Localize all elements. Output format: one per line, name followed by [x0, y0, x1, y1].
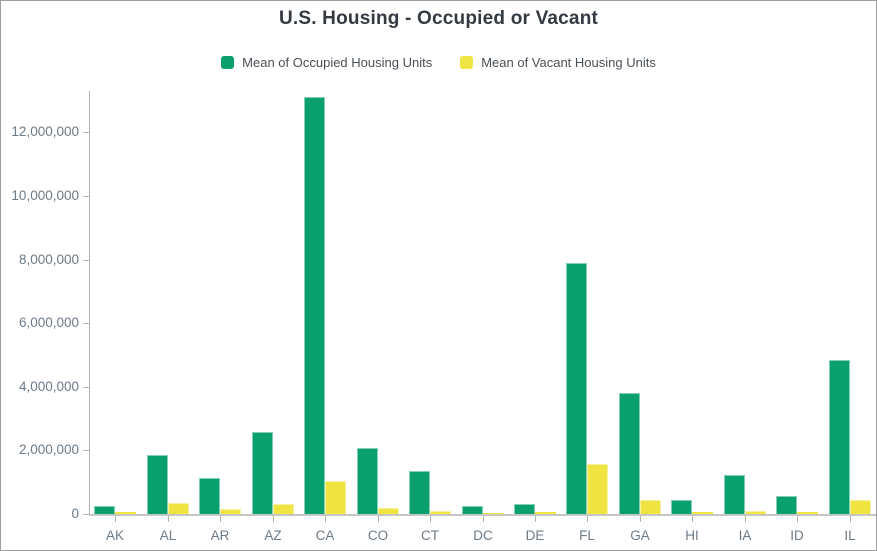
y-axis-tick [83, 259, 89, 261]
x-axis-tick [168, 516, 169, 522]
y-axis-label: 6,000,000 [18, 315, 79, 331]
chart-title: U.S. Housing - Occupied or Vacant [278, 8, 599, 29]
x-axis-tick [797, 516, 798, 522]
bar-vacant-hi[interactable] [692, 512, 713, 514]
bar-occupied-de[interactable] [514, 504, 535, 514]
legend-swatch-occupied-icon [221, 56, 235, 69]
x-axis-line [89, 514, 876, 516]
x-axis-tick [745, 516, 746, 522]
x-axis-tick [378, 516, 379, 522]
x-axis-label-co: CO [367, 528, 389, 543]
bar-occupied-ct[interactable] [409, 471, 430, 514]
x-axis-tick [430, 516, 431, 522]
x-axis-tick [692, 516, 693, 522]
bar-occupied-dc[interactable] [462, 506, 483, 514]
bar-vacant-ga[interactable] [640, 500, 661, 514]
y-axis-label: 2,000,000 [18, 442, 79, 458]
bar-vacant-co[interactable] [378, 508, 399, 514]
x-axis-tick [850, 516, 851, 522]
x-axis-label-de: DE [525, 528, 545, 543]
legend: Mean of Occupied Housing Units Mean of V… [1, 55, 876, 70]
bar-occupied-ca[interactable] [304, 97, 325, 514]
y-axis-label: 10,000,000 [11, 187, 79, 203]
bar-occupied-id[interactable] [776, 496, 797, 514]
x-axis-label-fl: FL [579, 528, 595, 543]
x-axis-tick [220, 516, 221, 522]
bar-vacant-il[interactable] [850, 500, 871, 514]
x-axis-label-ia: IA [738, 528, 752, 543]
legend-item-vacant[interactable]: Mean of Vacant Housing Units [460, 55, 656, 70]
y-axis-label: 0 [71, 506, 79, 521]
x-axis-tick [640, 516, 641, 522]
legend-swatch-vacant-icon [460, 56, 474, 69]
legend-label-occupied: Mean of Occupied Housing Units [242, 55, 433, 70]
bar-occupied-hi[interactable] [671, 500, 692, 514]
x-axis-label-al: AL [159, 528, 177, 543]
y-axis-tick [83, 132, 89, 134]
bar-occupied-ia[interactable] [724, 475, 745, 514]
bar-occupied-ga[interactable] [619, 393, 640, 514]
x-axis-tick [325, 516, 326, 522]
y-axis-tick [83, 514, 89, 515]
bar-occupied-ak[interactable] [94, 506, 115, 514]
bar-vacant-az[interactable] [273, 504, 294, 514]
bar-vacant-ak[interactable] [115, 512, 136, 514]
bar-occupied-il[interactable] [829, 360, 850, 514]
x-axis-tick [115, 516, 116, 522]
x-axis-label-hi: HI [685, 528, 699, 543]
y-axis-tick [83, 386, 89, 388]
x-axis-label-dc: DC [473, 528, 493, 543]
legend-item-occupied[interactable]: Mean of Occupied Housing Units [221, 55, 432, 70]
x-axis-tick [483, 516, 484, 522]
bar-vacant-ca[interactable] [325, 481, 346, 514]
bar-vacant-dc[interactable] [483, 513, 504, 514]
x-axis-label-il: IL [844, 528, 856, 543]
y-axis-tick [83, 195, 89, 197]
x-axis-label-ca: CA [315, 528, 335, 543]
bar-vacant-id[interactable] [797, 512, 818, 514]
x-axis-tick [273, 516, 274, 522]
bar-occupied-ar[interactable] [199, 478, 220, 514]
y-axis-label: 12,000,000 [11, 124, 79, 140]
x-axis-label-ct: CT [421, 528, 439, 543]
y-axis-label: 4,000,000 [18, 378, 79, 394]
x-axis-tick [587, 516, 588, 522]
x-axis-tick [535, 516, 536, 522]
bar-occupied-al[interactable] [147, 455, 168, 514]
bar-vacant-ct[interactable] [430, 511, 451, 514]
bar-vacant-al[interactable] [168, 503, 189, 514]
bar-occupied-az[interactable] [252, 432, 273, 514]
y-axis-line [89, 91, 90, 516]
x-axis-label-id: ID [790, 528, 804, 543]
y-axis-tick [83, 323, 89, 325]
legend-label-vacant: Mean of Vacant Housing Units [481, 55, 656, 70]
y-axis-tick [83, 450, 89, 452]
bar-vacant-ia[interactable] [745, 511, 766, 514]
bar-occupied-fl[interactable] [566, 263, 587, 514]
x-axis-label-ar: AR [210, 528, 230, 543]
bar-vacant-fl[interactable] [587, 464, 608, 514]
x-axis-label-ak: AK [105, 528, 124, 543]
x-axis-label-az: AZ [264, 528, 282, 543]
bar-occupied-co[interactable] [357, 448, 378, 514]
y-axis-label: 8,000,000 [18, 251, 79, 267]
bar-vacant-de[interactable] [535, 512, 556, 514]
bar-vacant-ar[interactable] [220, 509, 241, 514]
x-axis-label-ga: GA [630, 528, 650, 543]
